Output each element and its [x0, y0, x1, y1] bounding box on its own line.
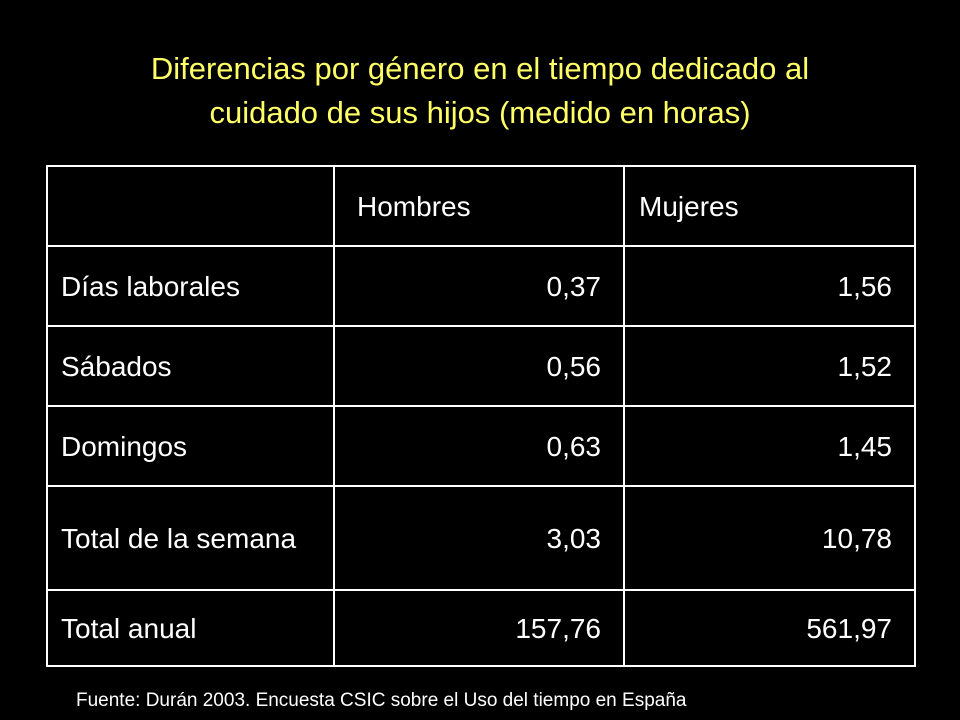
women-value: 561,97 — [623, 589, 916, 667]
slide-title: Diferencias por género en el tiempo dedi… — [40, 47, 920, 135]
row-label: Sábados — [46, 325, 335, 407]
table-row: Días laborales 0,37 1,56 — [46, 245, 916, 327]
care-time-table: Hombres Mujeres Días laborales 0,37 1,56… — [46, 165, 916, 667]
source-note: Fuente: Durán 2003. Encuesta CSIC sobre … — [76, 690, 687, 711]
table-row: Sábados 0,56 1,52 — [46, 325, 916, 407]
women-value: 1,45 — [623, 405, 916, 487]
men-value: 0,63 — [333, 405, 625, 487]
slide-title-line-2: cuidado de sus hijos (medido en horas) — [209, 95, 751, 130]
men-value: 0,37 — [333, 245, 625, 327]
women-value: 1,56 — [623, 245, 916, 327]
men-value: 3,03 — [333, 485, 625, 591]
row-label: Total de la semana — [46, 485, 335, 591]
table-row: Total de la semana 3,03 10,78 — [46, 485, 916, 591]
women-value: 10,78 — [623, 485, 916, 591]
header-women-cell: Mujeres — [623, 165, 916, 247]
row-label: Total anual — [46, 589, 335, 667]
women-value: 1,52 — [623, 325, 916, 407]
row-label: Días laborales — [46, 245, 335, 327]
slide-title-line-1: Diferencias por género en el tiempo dedi… — [150, 51, 810, 86]
men-value: 0,56 — [333, 325, 625, 407]
header-men-cell: Hombres — [333, 165, 625, 247]
header-corner-cell — [46, 165, 335, 247]
table-row: Total anual 157,76 561,97 — [46, 589, 916, 667]
row-label: Domingos — [46, 405, 335, 487]
table-row: Domingos 0,63 1,45 — [46, 405, 916, 487]
men-value: 157,76 — [333, 589, 625, 667]
table-header-row: Hombres Mujeres — [46, 165, 916, 247]
